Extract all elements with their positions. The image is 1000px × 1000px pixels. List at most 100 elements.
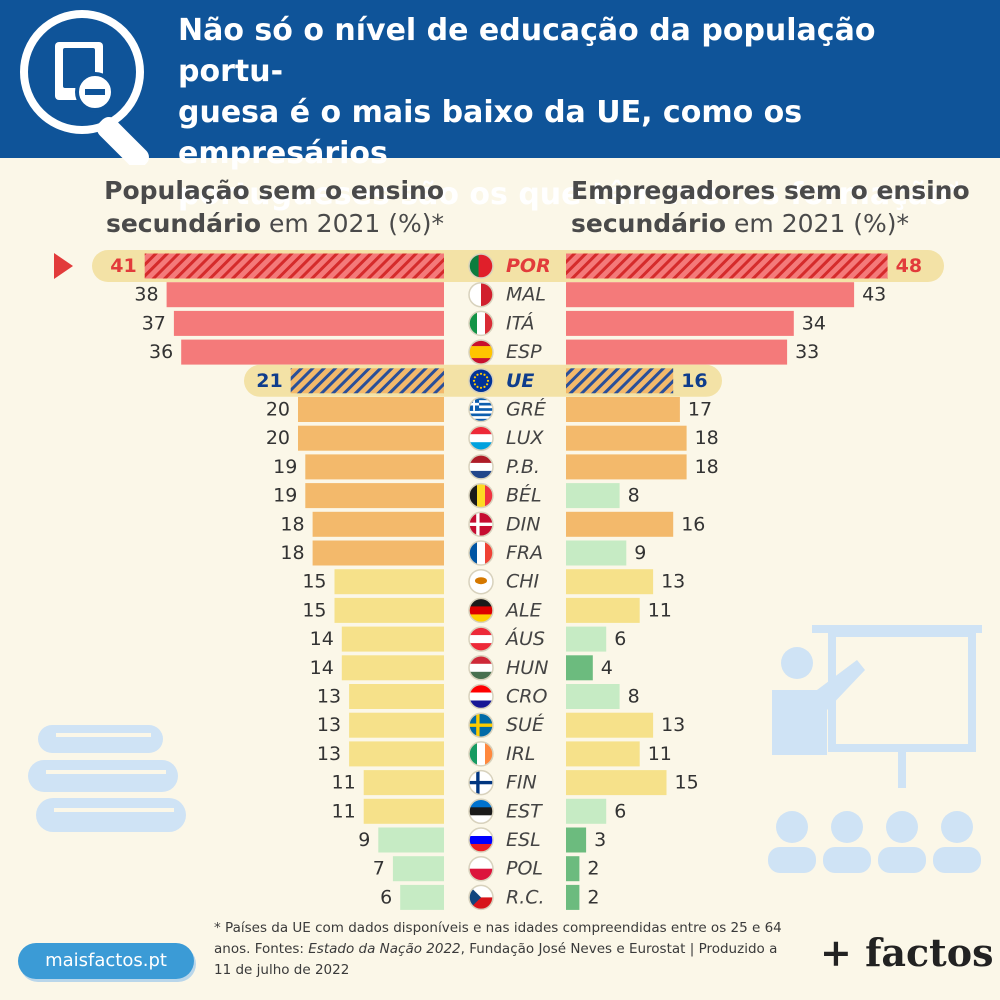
left-value-label: 9	[358, 829, 370, 851]
chart-row-cro: 13 8 CRO	[317, 683, 640, 710]
left-bar	[305, 454, 444, 480]
right-series-header: Empregadores sem o ensino secundário em …	[571, 174, 970, 240]
right-bar	[566, 282, 855, 308]
left-value-label: 15	[302, 571, 326, 593]
chart-row-itá: 37 34 ITÁ	[142, 310, 826, 337]
right-bar	[566, 569, 654, 595]
denmark-flag	[468, 511, 494, 538]
right-bar	[566, 397, 680, 422]
left-bar	[312, 511, 444, 537]
belgium-flag-outline	[468, 482, 494, 509]
right-value-label: 4	[601, 657, 613, 679]
chart-row-chi: 15 13 CHI	[302, 568, 685, 595]
right-value-label: 8	[628, 485, 640, 507]
chart-row-p.b.: 19 18 P.B.	[273, 454, 719, 480]
malta-flag	[468, 281, 494, 308]
left-value-label: 19	[273, 456, 297, 478]
poland-flag	[468, 855, 494, 882]
country-code-label: POL	[506, 858, 543, 880]
left-bar	[166, 282, 444, 308]
country-code-label: GRÉ	[506, 398, 546, 421]
right-value-label: 34	[802, 312, 826, 334]
hungary-flag	[468, 655, 494, 681]
country-code-label: EST	[506, 800, 543, 822]
chart-row-esp: 36 33 ESP	[149, 339, 819, 365]
left-value-label: 21	[256, 370, 282, 392]
left-bar	[305, 483, 444, 509]
book-search-icon	[20, 10, 149, 165]
italy-flag-outline	[468, 310, 494, 337]
spain-flag-outline	[468, 339, 494, 365]
left-value-label: 20	[266, 399, 290, 421]
eu-flag-outline	[468, 368, 494, 394]
chart-row-pol: 7 2 POL	[373, 855, 599, 882]
left-bar	[363, 770, 444, 796]
right-value-label: 2	[587, 858, 599, 880]
right-value-label: 18	[695, 427, 719, 449]
right-bar	[566, 626, 607, 652]
left-value-label: 11	[332, 800, 356, 822]
czechia-flag	[468, 884, 494, 911]
right-bar	[566, 884, 580, 910]
right-bar	[566, 454, 687, 480]
right-bar	[566, 684, 620, 709]
left-bar	[334, 597, 444, 623]
greece-flag-outline	[468, 396, 494, 423]
sweden-flag-outline	[468, 712, 494, 738]
right-bar	[566, 741, 640, 767]
cyprus-flag	[468, 568, 494, 595]
country-code-label: ALE	[504, 599, 542, 621]
country-code-label: CHI	[506, 571, 540, 593]
chart-row-din: 18 16 DIN	[280, 511, 705, 538]
right-bar	[566, 511, 674, 537]
country-code-label: MAL	[506, 284, 546, 306]
chart-row-esl: 9 3 ESL	[358, 827, 606, 853]
left-bar	[392, 856, 444, 882]
right-value-label: 6	[614, 628, 626, 650]
right-value-label: 48	[896, 255, 922, 277]
austria-flag-outline	[468, 626, 494, 652]
country-code-label: DIN	[506, 513, 540, 535]
chart-row-fra: 18 9 FRA	[280, 540, 646, 566]
left-bar	[400, 884, 444, 910]
right-value-label: 6	[614, 800, 626, 822]
right-value-label: 16	[681, 370, 707, 392]
presentation-icon	[768, 625, 982, 873]
right-bar	[566, 483, 620, 509]
left-value-label: 13	[317, 686, 341, 708]
left-bar	[334, 569, 444, 595]
right-bar	[566, 253, 888, 279]
chart-row-lux: 20 18 LUX	[266, 425, 719, 451]
title-line: guesa é o mais baixo da UE, como os empr…	[178, 95, 803, 171]
country-code-label: CRO	[506, 686, 547, 708]
right-bar	[566, 310, 794, 336]
ireland-flag-outline	[468, 741, 494, 767]
right-value-label: 2	[587, 886, 599, 908]
poland-flag-outline	[468, 855, 494, 882]
right-header-rest: em 2021 (%)*	[726, 209, 910, 238]
chart-row-est: 11 6 EST	[332, 798, 626, 825]
right-bar	[566, 540, 627, 566]
country-code-label: ITÁ	[506, 311, 534, 334]
chart-row-ale: 15 11 ALE	[302, 597, 672, 624]
left-bar	[341, 655, 444, 681]
chart-row-sué: 13 13 SUÉ	[317, 712, 685, 738]
right-header-bold2: secundário	[571, 209, 727, 238]
country-code-label: ÁUS	[504, 627, 545, 650]
italy-flag	[468, 310, 494, 337]
left-header-bold2: secundário	[105, 209, 262, 238]
right-value-label: 15	[675, 772, 699, 794]
right-bar	[566, 798, 607, 824]
denmark-flag-outline	[468, 511, 494, 538]
left-value-label: 14	[310, 628, 334, 650]
footnote-text-end: , Fundação José Neves e Eurostat | Produ…	[214, 941, 778, 978]
site-badge-link[interactable]: maisfactos.pt	[18, 943, 194, 979]
title-line: Não só o nível de educação da população …	[178, 13, 876, 89]
portugal-flag	[468, 253, 494, 279]
right-value-label: 18	[695, 456, 719, 478]
right-value-label: 11	[648, 743, 672, 765]
greece-flag	[468, 396, 494, 423]
belgium-flag	[468, 482, 494, 509]
right-bar	[566, 712, 654, 738]
right-value-label: 16	[681, 513, 705, 535]
